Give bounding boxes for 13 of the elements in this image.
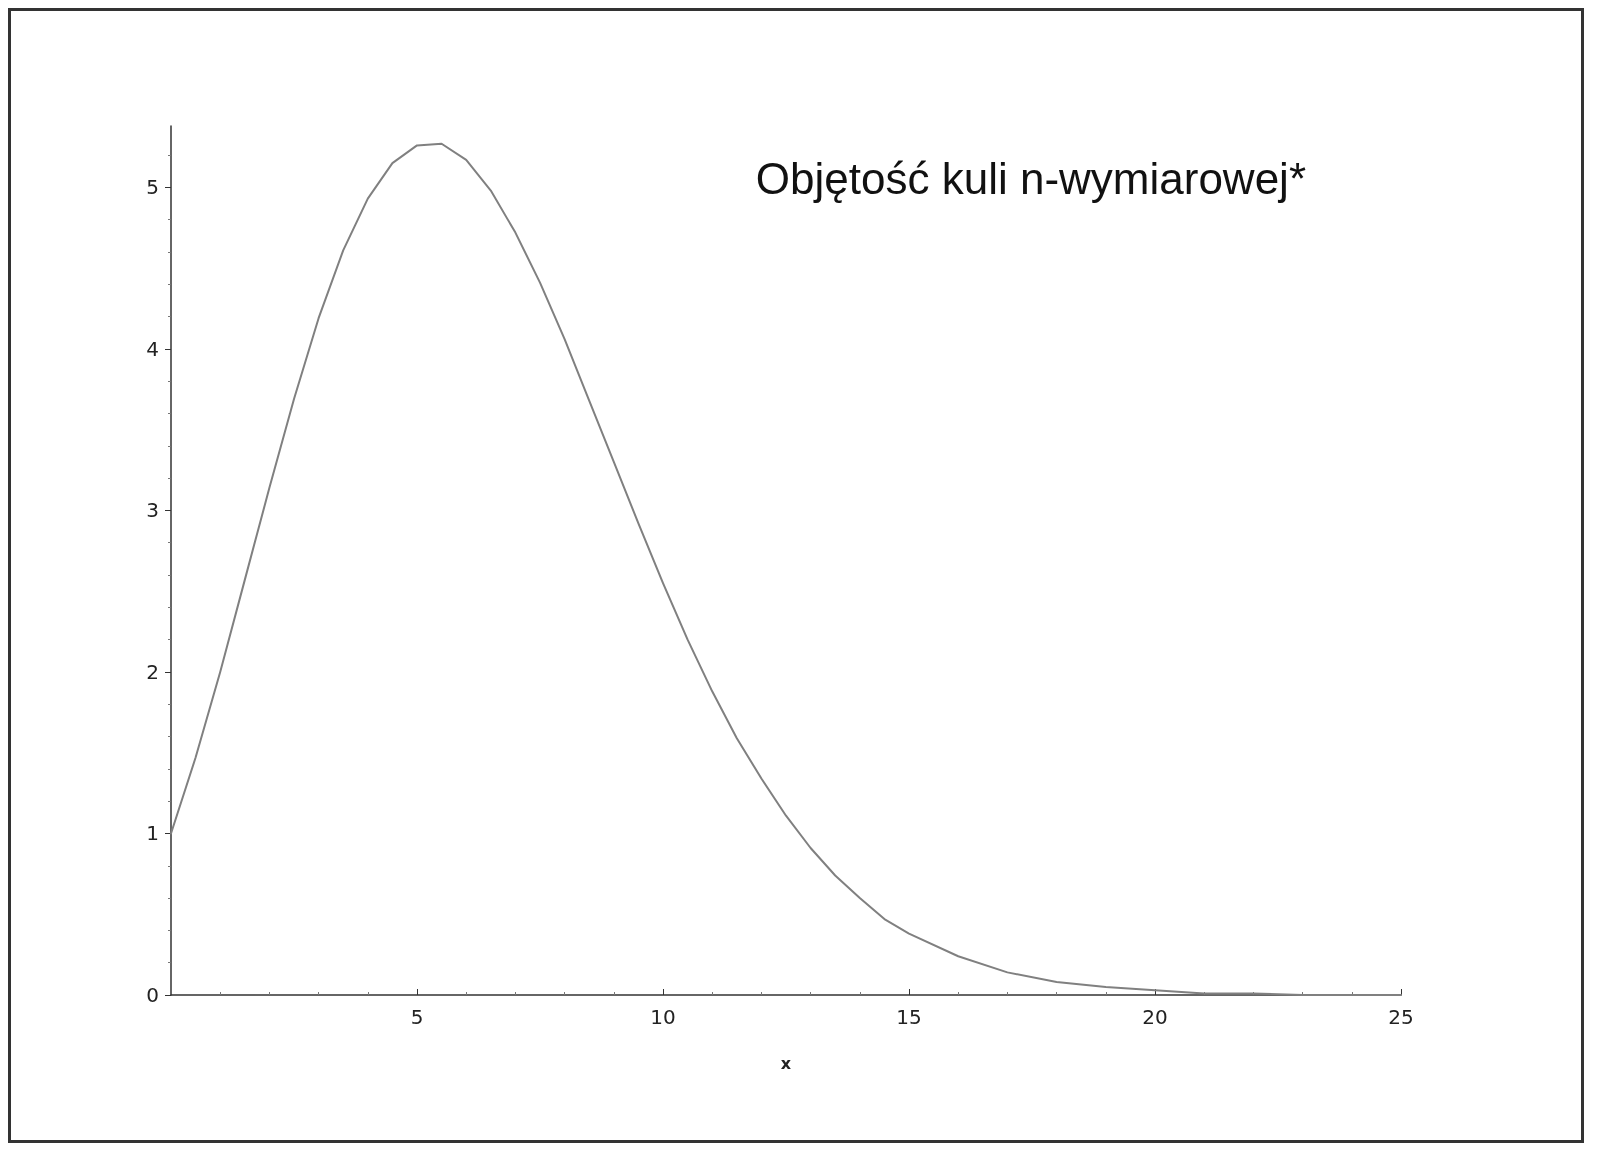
y-tick-label: 2 xyxy=(146,659,159,684)
x-tick-label: 15 xyxy=(896,1005,922,1029)
y-tick-label: 1 xyxy=(146,821,159,846)
y-tick-label: 3 xyxy=(146,498,159,523)
x-tick-label: 10 xyxy=(650,1005,676,1029)
y-tick-label: 4 xyxy=(146,336,159,361)
x-axis-title: x xyxy=(780,1053,792,1073)
x-tick-label: 5 xyxy=(410,1005,424,1029)
text: Objętość kuli n-wymiarowej* xyxy=(755,153,1306,203)
x-tick-label: 20 xyxy=(1142,1005,1168,1029)
x-tick-label: 25 xyxy=(1388,1005,1414,1029)
y-tick-label: 5 xyxy=(146,175,159,200)
y-tick-label: 0 xyxy=(146,983,159,1007)
